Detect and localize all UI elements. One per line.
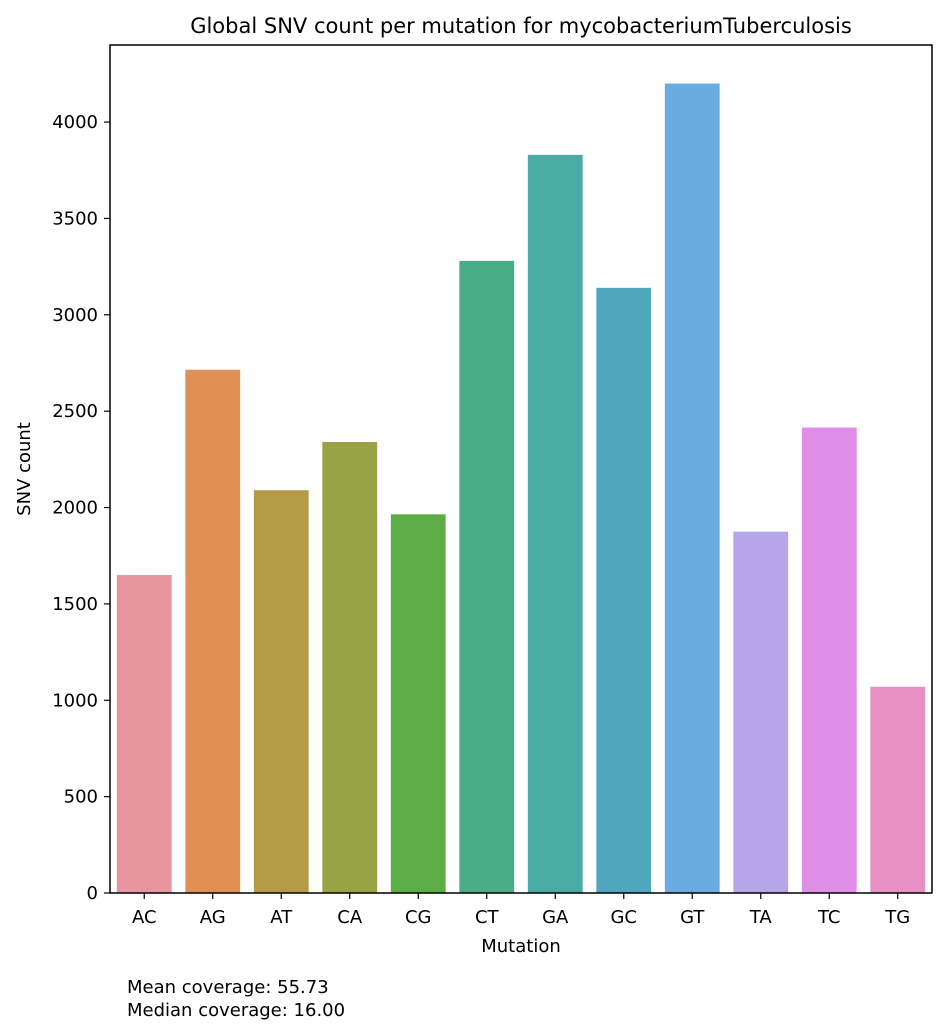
bars-group (116, 83, 926, 893)
bar-ag (185, 369, 241, 893)
bar-chart: Global SNV count per mutation for mycoba… (14, 14, 933, 957)
y-tick-label-4000: 4000 (52, 112, 98, 133)
y-tick-label-3000: 3000 (52, 305, 98, 326)
x-tick-label-at: AT (270, 907, 293, 928)
bar-gc (596, 287, 652, 893)
median-coverage-note: Median coverage: 16.00 (127, 1000, 346, 1021)
x-tick-label-tc: TC (817, 907, 841, 928)
bar-ca (322, 442, 378, 893)
x-axis: AC AG AT CA CG CT GA GC GT TA TC TG (132, 893, 910, 928)
y-axis-label: SNV count (14, 422, 35, 516)
y-tick-label-3500: 3500 (52, 208, 98, 229)
y-tick-label-1500: 1500 (52, 594, 98, 615)
y-tick-label-2500: 2500 (52, 401, 98, 422)
bar-ac (116, 575, 172, 893)
y-tick-label-0: 0 (87, 883, 98, 904)
mean-coverage-note: Mean coverage: 55.73 (127, 977, 329, 998)
y-tick-label-500: 500 (64, 787, 98, 808)
x-tick-label-ga: GA (542, 907, 569, 928)
bar-ta (733, 531, 789, 893)
x-tick-label-ca: CA (337, 907, 363, 928)
bar-ct (459, 260, 515, 893)
bar-at (253, 490, 309, 893)
y-tick-label-2000: 2000 (52, 498, 98, 519)
x-tick-label-ag: AG (200, 907, 226, 928)
y-axis: 0 500 1000 1500 2000 2500 3000 3500 4000 (52, 112, 110, 904)
bar-cg (390, 514, 446, 893)
x-tick-label-ta: TA (749, 907, 773, 928)
x-tick-label-tg: TG (884, 907, 910, 928)
bar-ga (527, 154, 583, 893)
x-tick-label-ct: CT (475, 907, 500, 928)
x-tick-label-gc: GC (610, 907, 637, 928)
plot-frame (109, 44, 933, 894)
x-tick-label-gt: GT (680, 907, 705, 928)
y-tick-label-1000: 1000 (52, 690, 98, 711)
bar-tc (801, 427, 857, 893)
bar-tg (870, 686, 926, 893)
x-tick-label-cg: CG (405, 907, 432, 928)
x-axis-label: Mutation (481, 936, 561, 957)
chart-title: Global SNV count per mutation for mycoba… (190, 14, 852, 38)
x-tick-label-ac: AC (132, 907, 157, 928)
bar-gt (664, 83, 720, 893)
